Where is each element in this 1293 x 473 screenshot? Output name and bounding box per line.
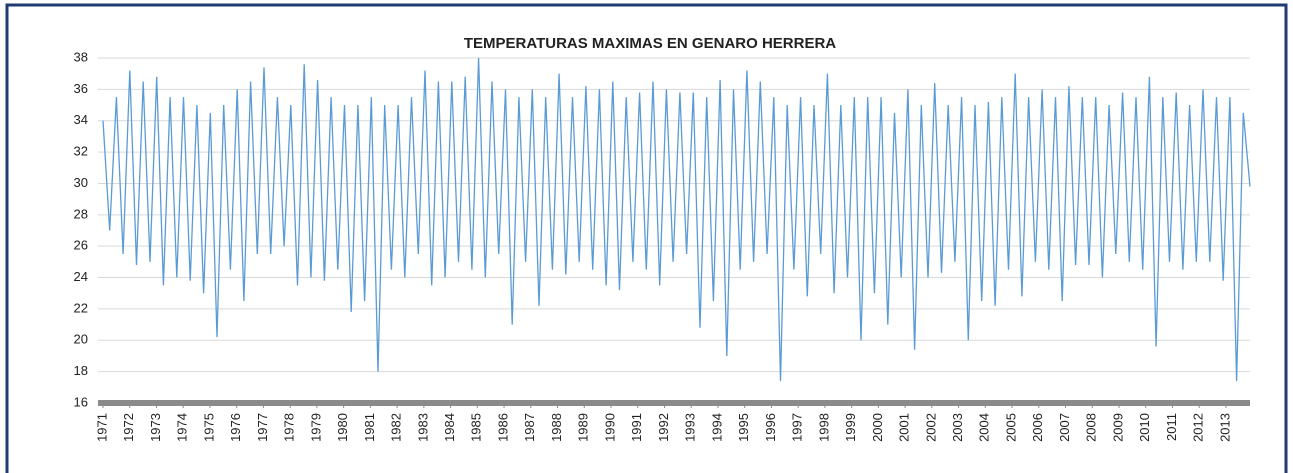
y-tick-label: 20 bbox=[74, 332, 88, 347]
x-tick-label: 1985 bbox=[469, 413, 484, 442]
x-tick-label: 1973 bbox=[148, 413, 163, 442]
y-tick-label: 16 bbox=[74, 394, 88, 409]
x-tick-label: 1974 bbox=[175, 413, 190, 442]
y-tick-label: 36 bbox=[74, 81, 88, 96]
x-tick-label: 2008 bbox=[1084, 413, 1099, 442]
x-tick-label: 2003 bbox=[950, 413, 965, 442]
y-tick-label: 26 bbox=[74, 238, 88, 253]
x-tick-label: 1975 bbox=[201, 413, 216, 442]
x-tick-label: 2000 bbox=[870, 413, 885, 442]
x-tick-label: 1989 bbox=[576, 413, 591, 442]
x-tick-label: 1971 bbox=[94, 413, 109, 442]
x-tick-label: 1988 bbox=[549, 413, 564, 442]
x-tick-label: 1981 bbox=[362, 413, 377, 442]
x-tick-label: 1996 bbox=[763, 413, 778, 442]
x-tick-label: 1992 bbox=[656, 413, 671, 442]
y-tick-label: 38 bbox=[74, 49, 88, 64]
chart-title: TEMPERATURAS MAXIMAS EN GENARO HERRERA bbox=[464, 35, 836, 52]
x-tick-label: 2012 bbox=[1191, 413, 1206, 442]
x-tick-label: 1980 bbox=[335, 413, 350, 442]
y-tick-label: 22 bbox=[74, 300, 88, 315]
y-tick-label: 32 bbox=[74, 144, 88, 159]
x-tick-label: 1984 bbox=[442, 413, 457, 442]
x-tick-label: 1993 bbox=[683, 413, 698, 442]
y-tick-label: 24 bbox=[74, 269, 88, 284]
x-tick-label: 2011 bbox=[1164, 413, 1179, 441]
y-tick-label: 18 bbox=[74, 363, 88, 378]
x-tick-label: 1999 bbox=[843, 413, 858, 442]
x-tick-label: 1983 bbox=[415, 413, 430, 442]
x-tick-label: 1987 bbox=[522, 413, 537, 442]
x-tick-label: 1982 bbox=[389, 413, 404, 442]
x-tick-label: 1976 bbox=[228, 413, 243, 442]
x-tick-label: 1991 bbox=[629, 413, 644, 442]
temperature-line bbox=[102, 57, 1251, 382]
x-tick-label: 2010 bbox=[1137, 413, 1152, 442]
x-tick-label: 2009 bbox=[1110, 413, 1125, 442]
x-tick-label: 1978 bbox=[282, 413, 297, 442]
x-tick-label: 1972 bbox=[121, 413, 136, 442]
x-tick-label: 2001 bbox=[897, 413, 912, 442]
y-tick-label: 34 bbox=[74, 112, 88, 127]
x-tick-label: 1986 bbox=[495, 413, 510, 442]
x-tick-label: 1997 bbox=[790, 413, 805, 442]
x-tick-label: 2002 bbox=[923, 413, 938, 442]
frame bbox=[5, 3, 1288, 473]
y-tick-label: 28 bbox=[74, 206, 88, 221]
x-tick-label: 1998 bbox=[816, 413, 831, 442]
x-tick-label: 2006 bbox=[1030, 413, 1045, 442]
x-tick-label: 2007 bbox=[1057, 413, 1072, 442]
x-tick-label: 1995 bbox=[736, 413, 751, 442]
x-tick-label: 1979 bbox=[308, 413, 323, 442]
x-tick-label: 1994 bbox=[709, 413, 724, 442]
x-tick-label: 1977 bbox=[255, 413, 270, 442]
x-tick-label: 2013 bbox=[1217, 413, 1232, 442]
x-tick-label: 2004 bbox=[977, 413, 992, 442]
x-tick-label: 1990 bbox=[602, 413, 617, 442]
y-tick-label: 30 bbox=[74, 175, 88, 190]
x-tick-label: 2005 bbox=[1003, 413, 1018, 442]
